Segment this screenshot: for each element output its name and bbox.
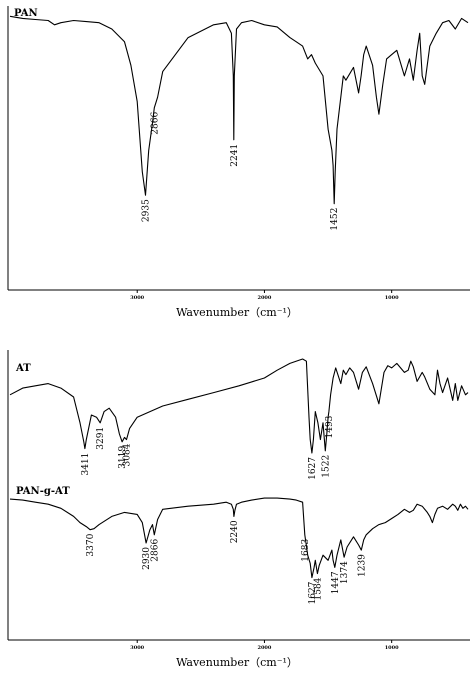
top-x-ticks: 3000 2000 1000 — [130, 290, 399, 301]
peak-label: 2241 — [230, 144, 240, 167]
top-panel: PAN 3000 2000 1000 2935 2866 2241 1452 Wavenu… — [7, 6, 470, 319]
x-tick-label: 3000 — [130, 295, 144, 301]
top-annotations: 2935 2866 2241 1452 — [142, 112, 341, 231]
peak-label: 3411 — [81, 453, 91, 476]
pan-g-at-series-label: PAN-g-AT — [16, 486, 70, 497]
top-x-axis-label: Wavenumber（cm⁻¹） — [176, 306, 298, 319]
x-tick-label: 2000 — [257, 645, 271, 651]
peak-label: 3119 — [118, 446, 128, 469]
pan-series-label: PAN — [14, 8, 38, 19]
peak-label: 1374 — [340, 561, 350, 584]
top-traces — [9, 15, 469, 205]
peak-label: 2240 — [230, 520, 240, 543]
peak-label: 1683 — [301, 539, 311, 562]
peak-label: 1447 — [331, 571, 341, 594]
bottom-x-axis-label: Wavenumber（cm⁻¹） — [176, 656, 298, 669]
peak-label: 1584 — [313, 577, 323, 600]
series-line-pan-g-at — [9, 497, 469, 579]
x-tick-label: 3000 — [130, 645, 144, 651]
peak-label: 1522 — [321, 455, 331, 478]
peak-label: 1493 — [325, 415, 335, 438]
peak-label: 1627 — [308, 457, 318, 480]
x-tick-label: 1000 — [385, 295, 399, 301]
series-line-at — [9, 358, 469, 454]
bottom-x-ticks: 3000 2000 1000 — [130, 640, 399, 651]
peak-label: 2866 — [150, 112, 160, 135]
peak-label: 1627 — [308, 581, 318, 604]
bottom-traces — [9, 358, 469, 579]
peak-label: 3291 — [96, 427, 106, 450]
peak-label: 2866 — [150, 539, 160, 562]
series-line-pan — [9, 15, 469, 205]
peak-label: 3084 — [123, 443, 133, 466]
peak-label: 1239 — [357, 554, 367, 577]
peak-label: 2935 — [142, 199, 152, 222]
bottom-panel: AT PAN-g-AT 3000 2000 1000 3411 3291 3119308… — [7, 350, 470, 669]
peak-label: 2930 — [142, 547, 152, 570]
at-series-label: AT — [15, 363, 31, 374]
x-tick-label: 2000 — [257, 295, 271, 301]
peak-label: 3370 — [86, 533, 96, 556]
peak-label: 1452 — [330, 208, 340, 231]
x-tick-label: 1000 — [385, 645, 399, 651]
